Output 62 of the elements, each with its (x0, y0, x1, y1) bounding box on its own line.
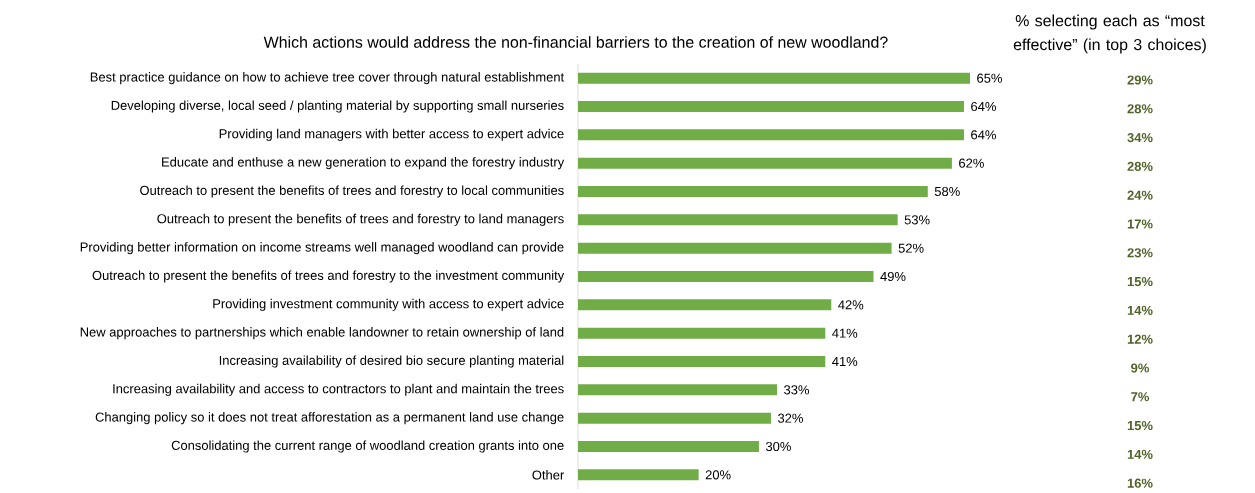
text: 16% (1127, 478, 1153, 488)
y-tick-label: Developing diverse, local seed / planting material by supporting small nurseries (111, 100, 564, 113)
text: 15% (1127, 277, 1153, 287)
text: 14% (1127, 449, 1153, 459)
bar (578, 412, 771, 424)
y-tick-label: Changing policy so it does not treat afforestation as a permanent land use change (95, 412, 564, 425)
bar (578, 355, 826, 367)
y-tick-label: Providing better information on income streams well managed woodland can provide (80, 242, 564, 255)
bar (578, 469, 699, 481)
data-label: 42% (838, 300, 864, 310)
data-label: 53% (904, 215, 930, 225)
data-label: 52% (898, 243, 924, 253)
bar (578, 270, 874, 282)
data-label: 33% (784, 385, 809, 395)
y-tick-label: Outreach to present the benefits of trees and forestry to the investment community (92, 270, 565, 283)
y-tick-label: Best practice guidance on how to achieve tree cover through natural establishment (90, 72, 565, 85)
bar (578, 327, 826, 339)
data-label: 49% (880, 271, 906, 282)
text: 15% (1127, 421, 1153, 431)
bar (578, 440, 759, 452)
y-tick-label: Consolidating the current range of woodland creation grants into one (171, 440, 564, 453)
text: % selecting each as “most effective” (in top 3 choices) (1013, 14, 1206, 54)
data-label: 30% (765, 441, 791, 452)
y-tick-label: Educate and enthuse a new generation to expand the forestry industry (162, 157, 565, 170)
data-label: 20% (705, 470, 731, 480)
y-tick-label: Providing land managers with better access to expert advice (219, 128, 564, 141)
data-label: 41% (832, 328, 858, 338)
text: 17% (1127, 219, 1153, 229)
bar (578, 72, 970, 84)
text: 28% (1127, 161, 1153, 171)
y-tick-label: Outreach to present the benefits of trees and forestry to land managers (157, 213, 564, 226)
y-tick-label: Increasing availability and access to contractors to plant and maintain the trees (113, 383, 564, 396)
data-label: 62% (959, 158, 984, 168)
y-tick-label: Providing investment community with access to expert advice (213, 298, 564, 311)
data-label: 65% (977, 73, 1002, 83)
data-label: 41% (832, 356, 858, 367)
text: 14% (1127, 305, 1153, 315)
text: 23% (1127, 248, 1153, 258)
text: 34% (1127, 132, 1153, 143)
bar (578, 299, 832, 311)
text: 28% (1127, 104, 1153, 114)
bar (578, 242, 892, 254)
data-label: 32% (778, 413, 803, 423)
text: 9% (1131, 363, 1150, 373)
text: 29% (1127, 75, 1153, 85)
y-tick-label: Outreach to present the benefits of trees and forestry to local communities (140, 185, 564, 198)
y-tick-label: Other (532, 470, 565, 480)
bar (578, 100, 964, 112)
chart-title: Which actions would address the non-financial barriers to the creation of new woodland? (263, 36, 888, 48)
data-label: 64% (971, 130, 996, 140)
bar (578, 214, 898, 226)
data-label: 58% (934, 186, 960, 197)
data-label: 64% (971, 101, 996, 112)
text: 24% (1127, 190, 1153, 200)
y-tick-label: New approaches to partnerships which enable landowner to retain ownership of land (80, 327, 564, 340)
bar (578, 185, 928, 197)
text: 12% (1127, 334, 1153, 344)
y-tick-label: Increasing availability of desired bio secure planting material (219, 355, 564, 368)
text: 7% (1131, 392, 1150, 402)
bar (578, 157, 952, 169)
bar (578, 384, 778, 396)
bar (578, 129, 964, 141)
